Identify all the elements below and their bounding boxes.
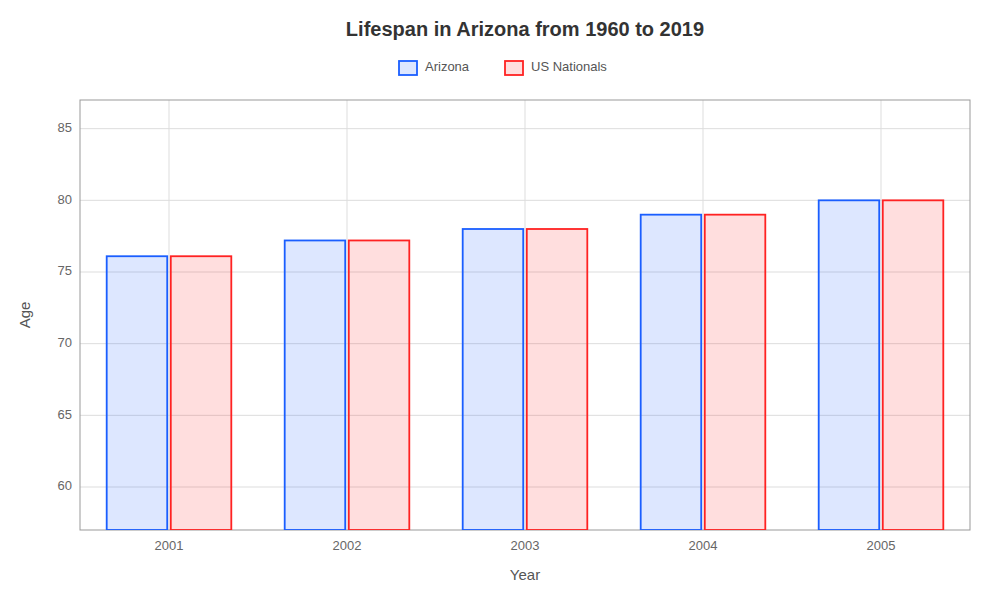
chart-title: Lifespan in Arizona from 1960 to 2019 <box>346 18 704 40</box>
bar <box>285 240 346 530</box>
x-tick-label: 2002 <box>333 538 362 553</box>
y-tick-label: 75 <box>58 263 72 278</box>
bar <box>171 256 232 530</box>
bar <box>819 200 880 530</box>
bar <box>705 215 766 530</box>
legend-swatch <box>505 61 523 75</box>
x-tick-label: 2003 <box>511 538 540 553</box>
legend: Arizona US Nationals <box>399 59 607 75</box>
x-tick-label: 2005 <box>867 538 896 553</box>
plot-frame <box>80 100 970 530</box>
x-grid-line <box>347 100 348 530</box>
x-tick-label: 2004 <box>689 538 718 553</box>
bar <box>349 240 410 530</box>
x-grid-line <box>703 100 704 530</box>
x-grid-line <box>881 100 882 530</box>
legend-swatch <box>399 61 417 75</box>
y-tick-label: 85 <box>58 120 72 135</box>
bars <box>107 200 944 530</box>
y-tick-label: 70 <box>58 335 72 350</box>
axes: 60 65 70 75 80 85 2001 2002 2003 2004 2005 <box>58 120 896 553</box>
y-tick-label: 60 <box>58 478 72 493</box>
chart-container: 60 65 70 75 80 85 2001 2002 2003 2004 2005 Year Age L… <box>0 0 1000 600</box>
bar <box>883 200 944 530</box>
legend-label: Arizona <box>425 59 470 74</box>
y-tick-label: 65 <box>58 407 72 422</box>
x-axis-label: Year <box>510 566 540 583</box>
legend-label: US Nationals <box>531 59 607 74</box>
chart-svg: 60 65 70 75 80 85 2001 2002 2003 2004 2005 Year Age L… <box>0 0 1000 600</box>
grid <box>80 100 970 530</box>
x-tick-label: 2001 <box>155 538 184 553</box>
y-axis-label: Age <box>16 302 33 329</box>
y-tick-label: 80 <box>58 192 72 207</box>
bar <box>527 229 588 530</box>
bar <box>641 215 702 530</box>
background <box>0 0 1000 600</box>
bar <box>463 229 524 530</box>
x-grid-line <box>525 100 526 530</box>
bar <box>107 256 168 530</box>
x-grid-line <box>169 100 170 530</box>
